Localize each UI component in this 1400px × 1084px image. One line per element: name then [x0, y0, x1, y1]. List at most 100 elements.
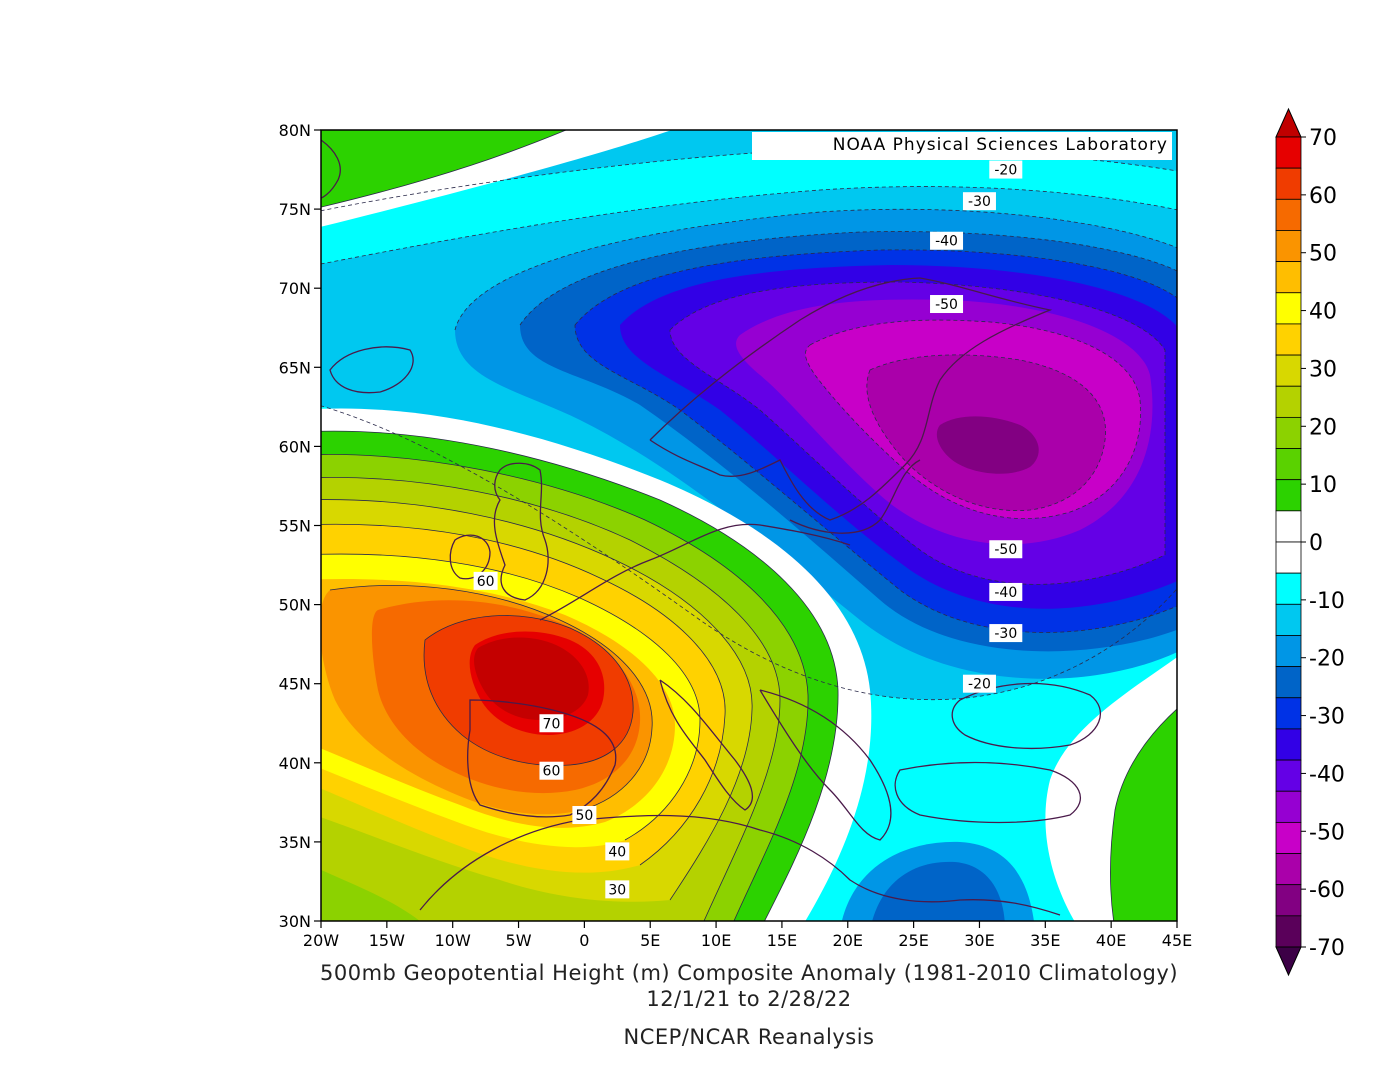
lon-tick-label: 5E [640, 931, 660, 950]
contour-plus-10-southeast [1110, 709, 1177, 921]
contour-plus-10-northwest [321, 130, 567, 208]
coastline-europe-west [539, 523, 851, 621]
lat-tick-label: 75N [279, 200, 311, 219]
credit-text: NOAA Physical Sciences Laboratory [833, 135, 1168, 155]
contour-label-background [473, 571, 498, 590]
date-range: 12/1/21 to 2/28/22 [646, 987, 851, 1011]
lon-tick-label: 15W [369, 931, 405, 950]
lat-tick-label: 60N [279, 437, 311, 456]
colorbar-swatch [1275, 167, 1302, 200]
colorbar-swatch [1275, 666, 1302, 699]
colorbar-swatch [1275, 884, 1302, 917]
coastline-italy [659, 679, 754, 811]
coastline-iceland [329, 346, 414, 394]
contour-label: -40 [994, 585, 1017, 601]
coastline-africa-north [419, 814, 1061, 916]
coastlines [321, 139, 1101, 916]
contour-minus-65 [936, 416, 1039, 474]
colorbar-label: 40 [1309, 300, 1337, 325]
colorbar-swatch [1275, 385, 1302, 418]
contour-label: -30 [994, 626, 1017, 642]
lat-tick-label: 80N [279, 121, 311, 140]
lon-tick-label: 5W [506, 931, 532, 950]
coastline-black-sea [951, 682, 1101, 750]
colorbar-bottom-arrow [1275, 946, 1302, 977]
contour-label-background [962, 674, 996, 693]
colorbar-label: 70 [1309, 126, 1337, 151]
lon-tick-label: 40E [1096, 931, 1126, 950]
colorbar-label: 30 [1309, 357, 1337, 382]
contour-label: 40 [608, 844, 626, 860]
lat-tick-label: 50N [279, 596, 311, 615]
colorbar-swatch [1275, 635, 1302, 668]
lon-tick-label: 10W [435, 931, 471, 950]
lon-tick-label: 45E [1162, 931, 1192, 950]
colorbar-swatch [1275, 697, 1302, 730]
latitude-axis: 80N 75N 70N 65N 60N 55N 50N 45N 40N 35N 30N [279, 121, 321, 931]
colorbar-top-arrow [1275, 107, 1302, 138]
contour-label: 60 [543, 764, 561, 780]
contour-label-background [605, 842, 630, 861]
credit-background [752, 132, 1172, 160]
coastline-turkey [894, 761, 1082, 824]
colorbar-swatch [1275, 821, 1302, 854]
lon-tick-label: 20W [303, 931, 339, 950]
colorbar-label: -30 [1309, 705, 1345, 730]
colorbar-swatch [1275, 323, 1302, 356]
colorbar-swatch [1275, 541, 1302, 574]
colorbar-swatch [1275, 261, 1302, 294]
coastline-britain [493, 462, 549, 601]
coastline-scandinavia [649, 277, 1053, 521]
coastline-balkans [759, 689, 892, 841]
coastline-baltic [789, 459, 921, 534]
colorbar-label: -50 [1309, 820, 1345, 845]
lat-tick-label: 55N [279, 517, 311, 536]
lat-tick-label: 70N [279, 279, 311, 298]
colorbar-swatch [1275, 416, 1302, 449]
lon-tick-label: 35E [1030, 931, 1060, 950]
coastline-iberia [467, 699, 617, 818]
lon-tick-label: 30E [964, 931, 994, 950]
contour-label-background [989, 624, 1023, 643]
contour-label: -20 [994, 163, 1017, 179]
colorbar-swatch [1275, 230, 1302, 263]
contour-label-background [989, 582, 1023, 601]
lon-tick-label: 20E [833, 931, 863, 950]
colorbar-swatch [1275, 292, 1302, 325]
figure-title: 500mb Geopotential Height (m) Composite … [320, 961, 1178, 985]
longitude-axis: 20W 15W 10W 5W 0 5E 10E 15E 20E 25E 30E 35E 40E 45E [303, 921, 1192, 950]
colorbar-swatch [1275, 853, 1302, 886]
lon-tick-label: 10E [701, 931, 731, 950]
colorbar-swatch [1275, 448, 1302, 481]
colorbar-swatch [1275, 510, 1302, 543]
contour-plus-70-ridge [474, 637, 589, 720]
colorbar-swatch [1275, 915, 1302, 948]
colorbar-swatch [1275, 603, 1302, 636]
contour-label: 60 [477, 574, 495, 590]
contour-label: 30 [608, 882, 626, 898]
contour-label-background [930, 231, 964, 250]
contour-label: -50 [935, 297, 958, 313]
colorbar-label: -70 [1309, 936, 1345, 961]
contour-label: 70 [543, 716, 561, 732]
contour-label: 50 [575, 808, 593, 824]
colorbar-label: 60 [1309, 184, 1337, 209]
lon-tick-label: 25E [898, 931, 928, 950]
contour-label: -40 [935, 234, 958, 250]
contour-label: -30 [968, 194, 991, 210]
lat-tick-label: 30N [279, 912, 311, 931]
colorbar-label: 10 [1309, 473, 1337, 498]
colorbar-swatch [1275, 728, 1302, 761]
contour-label-background [572, 806, 597, 825]
colorbar: 70 60 50 40 30 20 10 0 -10 -20 -30 -40 -50 -60 -70 [1275, 107, 1345, 977]
colorbar-swatch [1275, 572, 1302, 605]
colorbar-label: -40 [1309, 762, 1345, 787]
contour-label: -20 [968, 677, 991, 693]
colorbar-label: -60 [1309, 878, 1345, 903]
contour-label-background [989, 160, 1023, 179]
contour-lines [321, 130, 1177, 921]
lat-tick-label: 65N [279, 358, 311, 377]
contour-label-background [989, 540, 1023, 559]
